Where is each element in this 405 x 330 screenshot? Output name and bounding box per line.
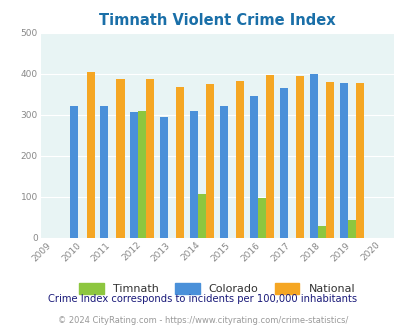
Bar	[138, 111, 146, 238]
Bar	[347, 219, 355, 238]
Bar	[258, 198, 266, 238]
Bar	[325, 82, 333, 238]
Legend: Timnath, Colorado, National: Timnath, Colorado, National	[75, 279, 358, 299]
Bar	[86, 72, 94, 238]
Bar	[130, 112, 138, 238]
Bar	[309, 74, 317, 238]
Bar	[339, 82, 347, 238]
Bar	[295, 76, 303, 238]
Bar	[279, 88, 287, 238]
Bar	[116, 79, 124, 238]
Bar	[249, 96, 258, 238]
Bar	[236, 81, 244, 238]
Title: Timnath Violent Crime Index: Timnath Violent Crime Index	[99, 13, 335, 28]
Bar	[160, 117, 168, 238]
Text: © 2024 CityRating.com - https://www.cityrating.com/crime-statistics/: © 2024 CityRating.com - https://www.city…	[58, 316, 347, 325]
Bar	[266, 75, 273, 238]
Bar	[206, 84, 214, 238]
Bar	[198, 194, 206, 238]
Bar	[355, 82, 363, 238]
Bar	[70, 106, 78, 238]
Bar	[190, 111, 198, 238]
Text: Crime Index corresponds to incidents per 100,000 inhabitants: Crime Index corresponds to incidents per…	[48, 294, 357, 304]
Bar	[100, 106, 108, 238]
Bar	[317, 226, 325, 238]
Bar	[146, 79, 154, 238]
Bar	[176, 87, 184, 238]
Bar	[220, 106, 228, 238]
